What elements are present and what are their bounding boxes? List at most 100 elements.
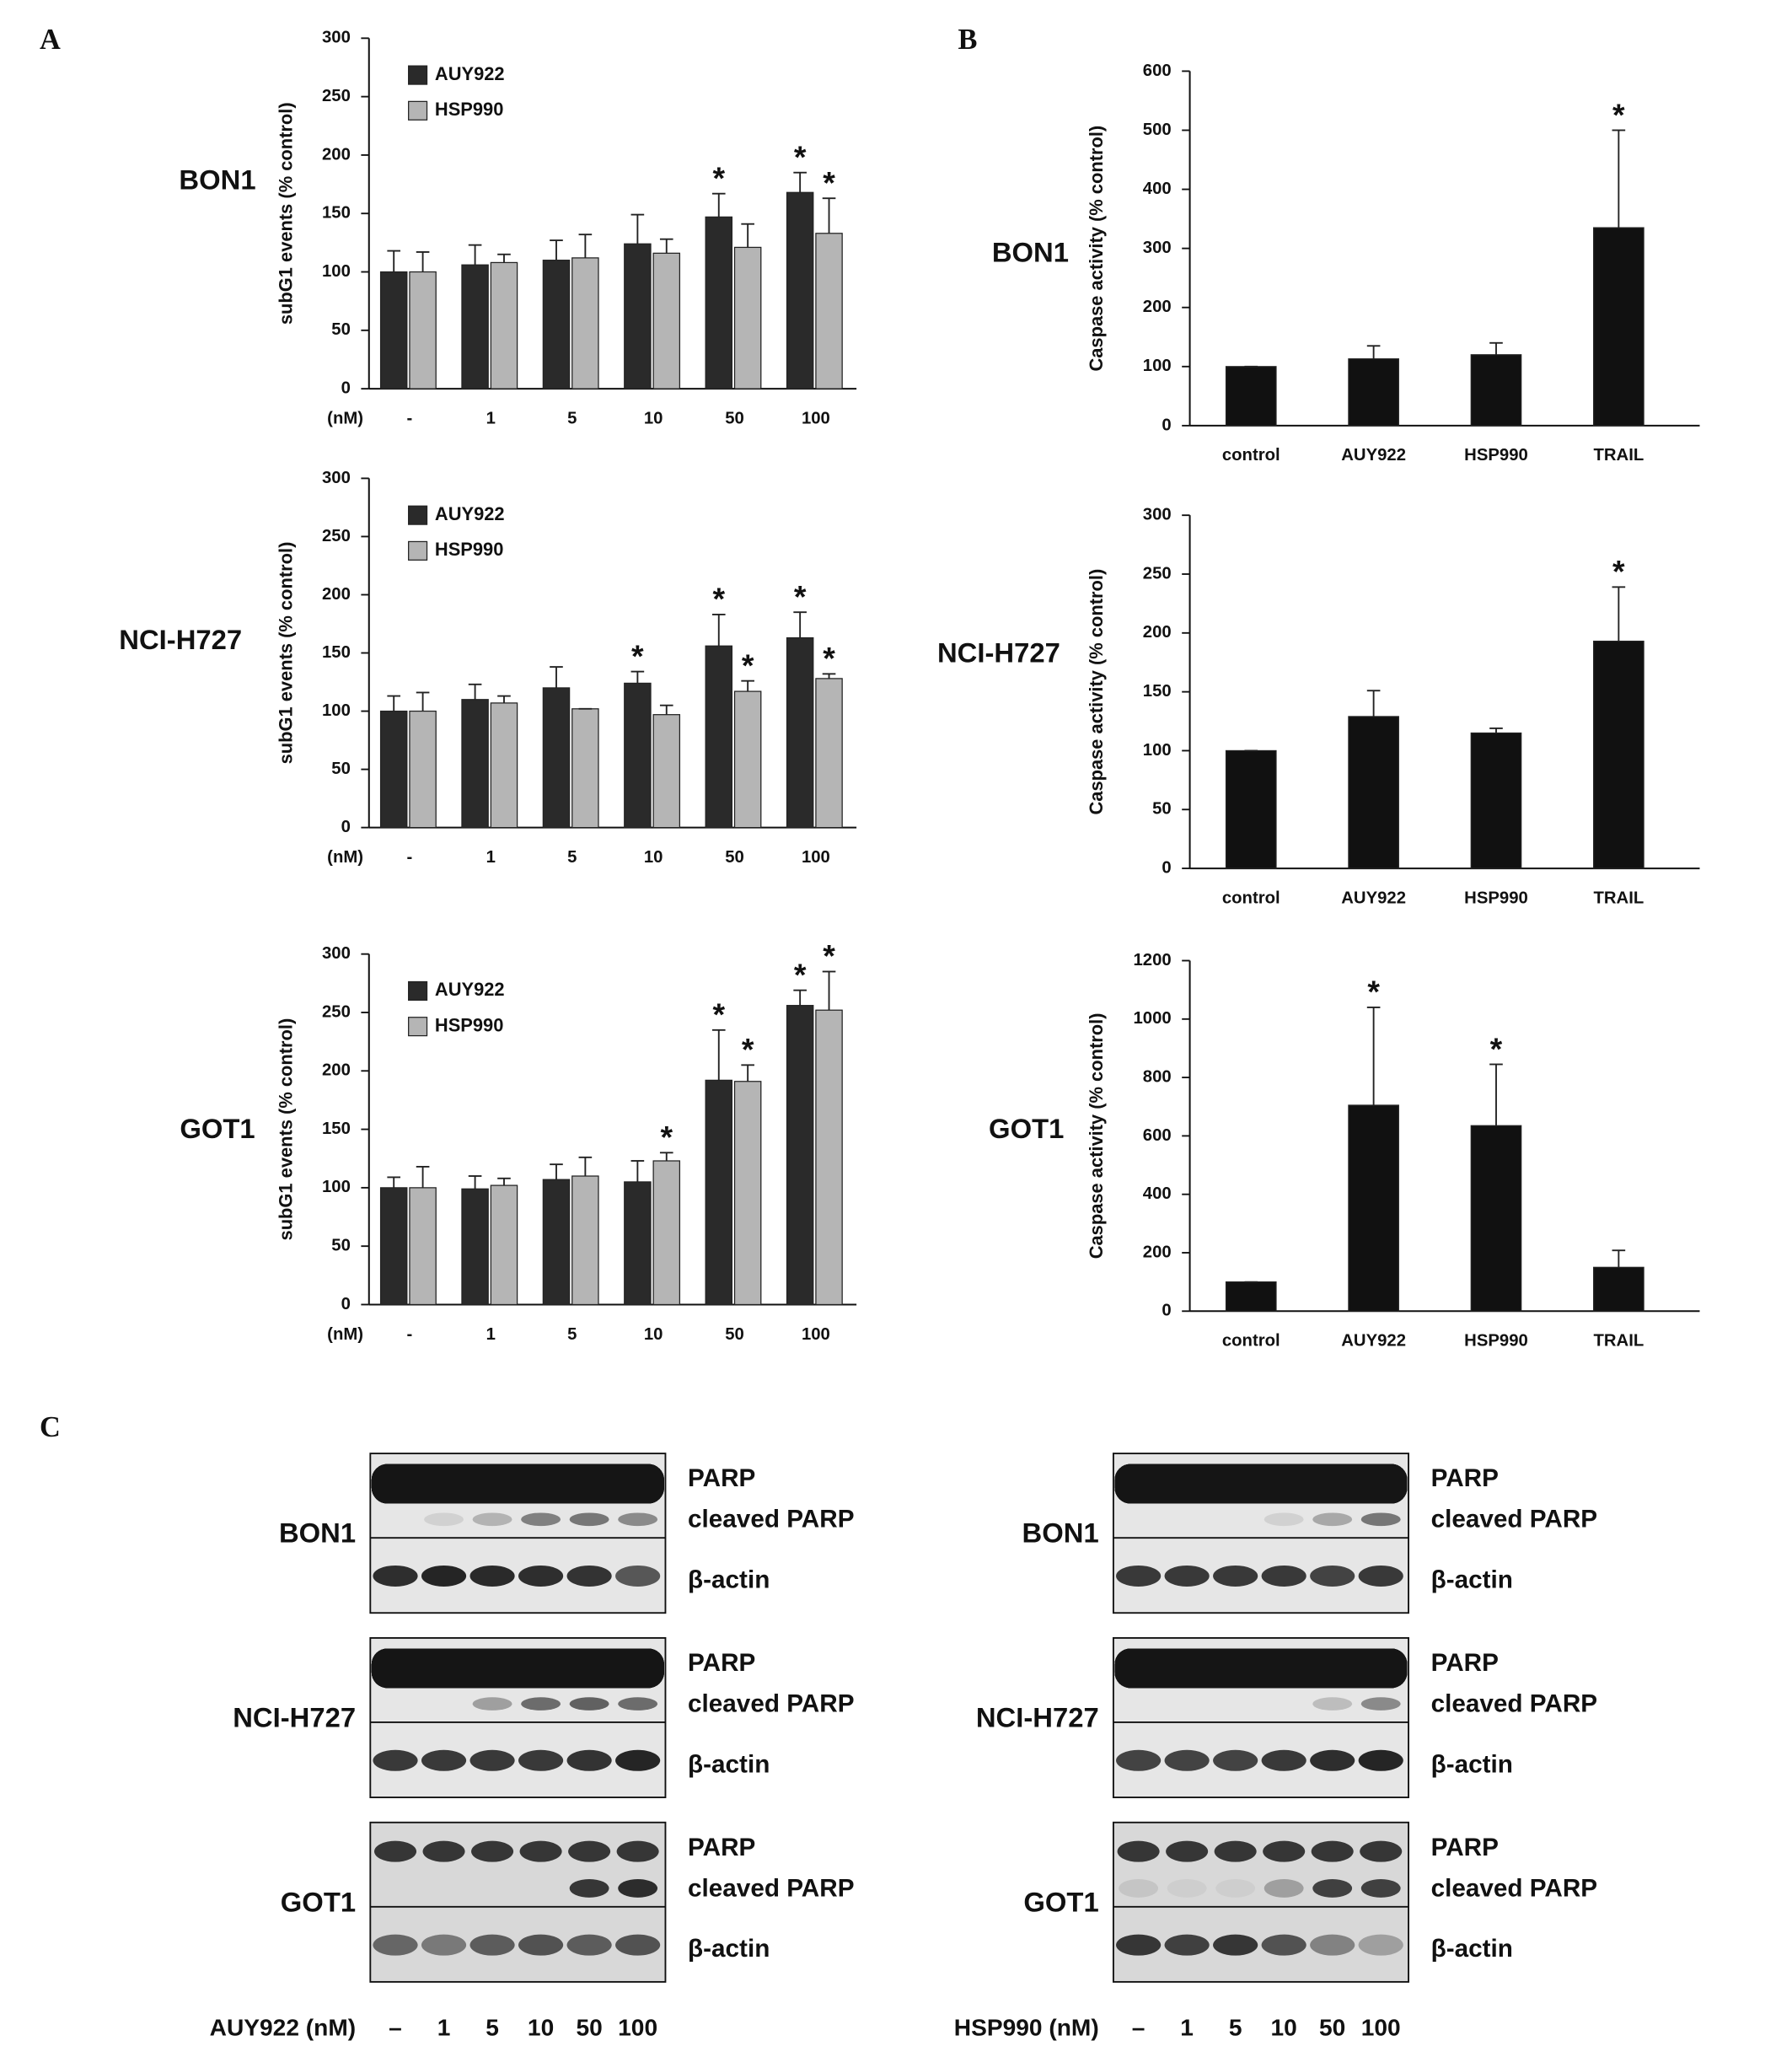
significance-star: *: [823, 164, 835, 200]
x-tick-label: TRAIL: [1593, 1332, 1644, 1351]
bar: [571, 257, 599, 389]
actin-band: [615, 1565, 661, 1587]
lane-label: 1: [1180, 2015, 1194, 2041]
protein-label: β-actin: [1431, 1935, 1513, 1963]
actin-band: [1310, 1934, 1355, 1956]
cleaved-parp-band: [1360, 1512, 1401, 1527]
bar: [786, 1005, 814, 1306]
cleaved-parp-band: [1360, 1697, 1401, 1711]
actin-band: [1213, 1749, 1258, 1771]
y-tick-label: 1000: [1134, 1009, 1172, 1028]
protein-label: cleaved PARP: [688, 1506, 854, 1533]
bar: [1348, 358, 1399, 427]
legend-swatch: [408, 1017, 428, 1037]
parp-band: [1166, 1840, 1209, 1862]
cleaved-parp-band: [1215, 1878, 1256, 1898]
y-tick-label: 600: [1143, 1126, 1172, 1145]
x-tick-label: 1: [486, 1325, 496, 1344]
y-tick-label: 50: [1152, 800, 1172, 819]
cell-line-label: BON1: [1022, 1517, 1099, 1549]
y-tick-label: 200: [1143, 623, 1172, 642]
cell-line-label: NCI-H727: [233, 1702, 356, 1733]
bar: [624, 682, 652, 829]
lane-label: 100: [1361, 2015, 1401, 2041]
legend-label: HSP990: [435, 99, 503, 120]
panel-label: B: [958, 24, 977, 56]
legend-label: AUY922: [435, 503, 505, 524]
actin-band: [1164, 1565, 1210, 1587]
actin-band: [421, 1749, 467, 1771]
y-tick-label: 100: [1143, 741, 1172, 760]
blot-frame: [369, 1821, 667, 1983]
cleaved-parp-band: [1119, 1878, 1159, 1898]
protein-label: cleaved PARP: [688, 1689, 854, 1717]
y-tick-label: 300: [322, 469, 351, 487]
y-tick-label: 300: [1143, 239, 1172, 257]
bar: [461, 1188, 489, 1306]
y-tick-label: 100: [322, 1178, 351, 1196]
bar: [652, 252, 681, 389]
bar: [1225, 366, 1277, 427]
actin-band: [373, 1565, 418, 1587]
y-tick-label: 150: [322, 204, 351, 223]
parp-band: [374, 1840, 417, 1862]
cleaved-parp-band: [472, 1697, 512, 1711]
y-tick-label: 0: [1162, 416, 1171, 434]
x-tick-label: -: [407, 848, 413, 867]
legend-swatch: [408, 65, 428, 85]
parp-band: [1214, 1840, 1257, 1862]
bar: [490, 1184, 518, 1306]
actin-band: [518, 1934, 564, 1956]
lane-label: 50: [576, 2015, 602, 2041]
protein-label: PARP: [688, 1464, 755, 1492]
bar: [705, 1079, 733, 1306]
x-tick-label: 10: [644, 848, 663, 867]
treatment-label: AUY922 (nM): [210, 2015, 356, 2041]
bar: [571, 708, 599, 829]
parp-band: [422, 1840, 465, 1862]
cell-line-label: NCI-H727: [976, 1702, 1099, 1733]
parp-band: [1117, 1840, 1160, 1862]
actin-band: [518, 1749, 564, 1771]
bar: [1470, 354, 1522, 427]
x-tick-label: 100: [802, 409, 830, 427]
bar: [542, 1179, 571, 1306]
parp-band: [1311, 1840, 1354, 1862]
y-tick-label: 250: [1143, 564, 1172, 583]
actin-band: [1213, 1565, 1258, 1587]
bar: [815, 678, 843, 829]
legend-label: AUY922: [435, 63, 505, 84]
significance-star: *: [1612, 97, 1625, 132]
cleaved-parp-band: [521, 1512, 561, 1527]
y-tick-label: 200: [322, 145, 351, 164]
legend-swatch: [408, 540, 428, 561]
actin-band: [1164, 1934, 1210, 1956]
protein-label: PARP: [688, 1834, 755, 1861]
parp-band: [1263, 1840, 1306, 1862]
actin-band: [421, 1934, 467, 1956]
lane-label: 50: [1319, 2015, 1345, 2041]
x-tick-label: AUY922: [1341, 1332, 1406, 1351]
bar: [571, 1175, 599, 1306]
significance-star: *: [1367, 974, 1380, 1009]
actin-band: [469, 1749, 515, 1771]
x-tick-label: 50: [725, 409, 744, 427]
x-tick-label: 10: [644, 409, 663, 427]
bar: [542, 260, 571, 389]
lane-label: 100: [618, 2015, 657, 2041]
legend-swatch: [408, 980, 428, 1002]
significance-star: *: [742, 647, 754, 683]
protein-label: PARP: [688, 1649, 755, 1677]
bar: [490, 261, 518, 389]
y-axis-label: subG1 events (% control): [276, 542, 297, 765]
cleaved-parp-band: [472, 1512, 512, 1527]
y-tick-label: 300: [322, 944, 351, 963]
y-axis-label: Caspase activity (% control): [1086, 126, 1107, 372]
bar: [1470, 732, 1522, 869]
actin-band: [1261, 1749, 1306, 1771]
row-label: BON1: [179, 164, 255, 195]
actin-band: [1116, 1934, 1162, 1956]
y-tick-label: 200: [1143, 298, 1172, 316]
actin-band: [1116, 1749, 1162, 1771]
x-tick-label: 1: [486, 409, 496, 427]
